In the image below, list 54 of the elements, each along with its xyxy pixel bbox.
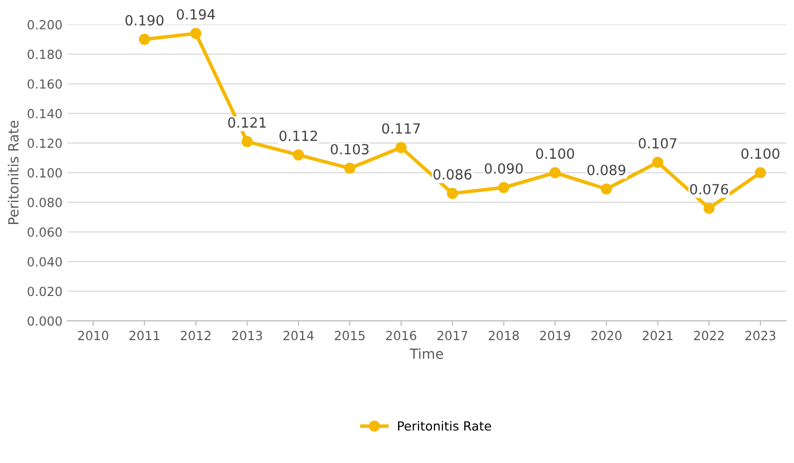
point xyxy=(344,162,356,174)
point xyxy=(242,136,253,148)
y-tick-label: 0.100 xyxy=(28,168,62,178)
data-label: 0.121 xyxy=(228,117,266,128)
data-label: 0.076 xyxy=(690,184,728,194)
data-label: 0.194 xyxy=(176,9,215,20)
point xyxy=(550,167,561,178)
point xyxy=(138,34,150,45)
data-label: 0.117 xyxy=(382,123,420,134)
x-tick-label: 2010 xyxy=(78,330,108,340)
x-tick-label: 2021 xyxy=(642,330,672,340)
y-tick-label: 0.080 xyxy=(28,198,62,208)
y-tick-label: 0.060 xyxy=(28,227,62,237)
x-tick-label: 2019 xyxy=(540,330,570,340)
x-tick-label: 2022 xyxy=(694,330,724,340)
x-tick-label: 2013 xyxy=(232,330,262,340)
y-tick-label: 0.120 xyxy=(28,138,62,148)
data-label: 0.107 xyxy=(638,138,676,149)
data-label: 0.090 xyxy=(484,163,523,174)
data-label: 0.190 xyxy=(126,15,164,26)
x-tick-label: 2017 xyxy=(437,330,468,340)
y-tick-label: 0.020 xyxy=(28,286,62,296)
x-tick-label: 2015 xyxy=(334,330,365,340)
point xyxy=(396,142,407,154)
x-tick-label: 2014 xyxy=(283,330,314,340)
point xyxy=(190,28,202,39)
point xyxy=(704,202,715,214)
data-label: 0.100 xyxy=(536,148,574,159)
point xyxy=(652,156,664,168)
x-tick-label: 2018 xyxy=(488,330,519,340)
data-label: 0.100 xyxy=(741,148,780,159)
point xyxy=(498,182,510,194)
y-tick-label: 0.180 xyxy=(28,50,62,60)
x-axis-title: Time xyxy=(410,348,444,359)
point xyxy=(292,149,304,160)
data-label: 0.089 xyxy=(587,164,626,176)
data-label: 0.103 xyxy=(330,144,369,154)
x-tick-label: 2012 xyxy=(180,330,210,340)
y-tick-label: 0.200 xyxy=(28,20,62,30)
y-axis-title: Peritonitis Rate xyxy=(8,120,19,224)
data-label: 0.086 xyxy=(433,169,472,180)
point xyxy=(446,188,458,199)
x-tick-label: 2016 xyxy=(386,330,416,340)
point xyxy=(600,183,612,195)
y-tick-label: 0.160 xyxy=(28,79,62,89)
legend-label: Peritonitis Rate xyxy=(398,421,492,431)
y-tick-label: 0.040 xyxy=(28,257,62,267)
x-tick-label: 2023 xyxy=(745,330,776,340)
x-tick-label: 2011 xyxy=(129,330,160,340)
data-label: 0.112 xyxy=(279,130,317,142)
y-tick-label: 0.140 xyxy=(28,108,62,118)
x-tick-label: 2020 xyxy=(591,330,622,340)
y-tick-label: 0.000 xyxy=(28,316,62,326)
point xyxy=(754,167,766,178)
